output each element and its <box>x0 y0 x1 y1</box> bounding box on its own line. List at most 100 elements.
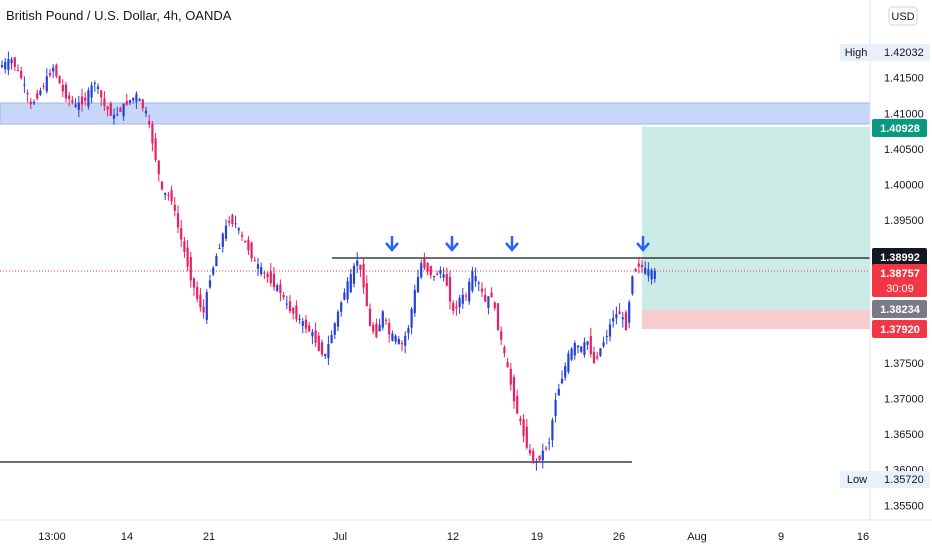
candle-up <box>93 82 96 84</box>
candle-down <box>279 284 282 293</box>
candle-up <box>224 225 228 239</box>
candle-down <box>445 274 448 286</box>
x-tick-label: 19 <box>531 531 543 543</box>
candle-down <box>231 215 234 225</box>
candle-up <box>205 292 208 320</box>
candle-down <box>173 204 176 211</box>
candle-down <box>452 302 455 312</box>
candle-up <box>583 342 586 355</box>
low-marker: Low 1.35720 <box>840 471 930 488</box>
candle-up <box>340 302 343 312</box>
candle-up <box>410 309 413 328</box>
target-price-label: 1.40928 <box>872 119 927 137</box>
candle-up <box>112 114 116 119</box>
x-tick-label: Jul <box>333 531 347 543</box>
candle-down <box>13 57 16 67</box>
candle-up <box>96 86 100 89</box>
x-tick-label: Aug <box>687 531 707 543</box>
currency-button[interactable]: USD <box>888 6 918 26</box>
candle-down <box>263 272 266 274</box>
currency-button-label: USD <box>891 11 914 23</box>
candle-down <box>154 138 157 160</box>
candle-down <box>240 234 244 237</box>
candle-down <box>84 97 87 101</box>
x-tick-label: 21 <box>203 531 215 543</box>
candle-up <box>336 311 340 327</box>
candle-down <box>244 240 247 243</box>
stop-price-text: 1.37920 <box>880 324 920 336</box>
candle-up <box>432 275 436 278</box>
candle-down <box>109 103 112 116</box>
arrow-down-icon-1 <box>385 236 399 252</box>
candle-down <box>71 99 74 103</box>
candle-up <box>394 335 397 342</box>
candle-down <box>196 287 199 299</box>
candle-up <box>7 59 10 71</box>
entry-price-text: 1.38234 <box>880 304 921 316</box>
candle-down <box>589 336 592 355</box>
candle-down <box>125 101 128 105</box>
resistance-zone <box>0 102 871 125</box>
candle-up <box>474 275 477 282</box>
candle-up <box>343 292 346 300</box>
candle-down <box>228 220 231 223</box>
candle-up <box>605 336 608 338</box>
candle-up <box>138 99 141 102</box>
candle-down <box>484 294 487 302</box>
candle-up <box>471 271 474 291</box>
candle-down <box>423 258 426 269</box>
y-tick-label: 1.37000 <box>884 393 924 405</box>
candle-up <box>439 270 442 274</box>
candle-up <box>653 270 656 279</box>
time-axis[interactable]: 13:00 14 21 Jul 12 19 26 Aug 9 16 <box>38 531 869 543</box>
candle-up <box>77 102 80 110</box>
candle-down <box>503 347 506 354</box>
candle-down <box>253 260 256 262</box>
candle-up <box>391 333 394 341</box>
candle-down <box>64 84 68 99</box>
candle-up <box>551 420 554 441</box>
candle-up <box>346 281 349 300</box>
target-zone[interactable] <box>642 127 870 310</box>
candle-down <box>320 342 324 355</box>
candle-down <box>103 98 106 106</box>
candle-down <box>269 271 272 284</box>
candle-down <box>429 266 432 276</box>
stop-zone[interactable] <box>642 310 870 329</box>
candle-down <box>189 257 192 281</box>
candle-up <box>621 317 624 320</box>
x-tick-label: 14 <box>121 531 133 543</box>
chart-title: British Pound / U.S. Dollar, 4h, OANDA <box>6 8 232 23</box>
x-tick-label: 13:00 <box>38 531 66 543</box>
candle-down <box>119 108 122 112</box>
candle-down <box>538 455 541 461</box>
candle-down <box>493 302 496 309</box>
candle-down <box>637 263 640 267</box>
candle-down <box>362 264 365 288</box>
candle-up <box>256 264 260 269</box>
candle-up <box>468 281 471 302</box>
candle-down <box>308 325 311 332</box>
candle-up <box>554 399 557 416</box>
candle-down <box>464 295 468 297</box>
candle-down <box>148 121 151 125</box>
candle-up <box>541 450 544 461</box>
candle-down <box>16 69 20 71</box>
candle-up <box>599 348 602 356</box>
candle-down <box>512 377 516 402</box>
candle-down <box>317 335 320 351</box>
y-tick-label: 1.37500 <box>884 358 924 370</box>
candle-up <box>260 267 263 274</box>
candle-down <box>266 273 269 278</box>
arrow-down-icon-2 <box>445 236 459 252</box>
candle-down <box>20 70 23 79</box>
candle-up <box>477 282 480 284</box>
candle-down <box>455 306 458 309</box>
candle-up <box>397 338 400 344</box>
candle-down <box>480 288 484 292</box>
candle-down <box>304 319 308 329</box>
candle-up <box>608 324 612 337</box>
candle-up <box>602 342 605 347</box>
candle-down <box>48 72 52 76</box>
